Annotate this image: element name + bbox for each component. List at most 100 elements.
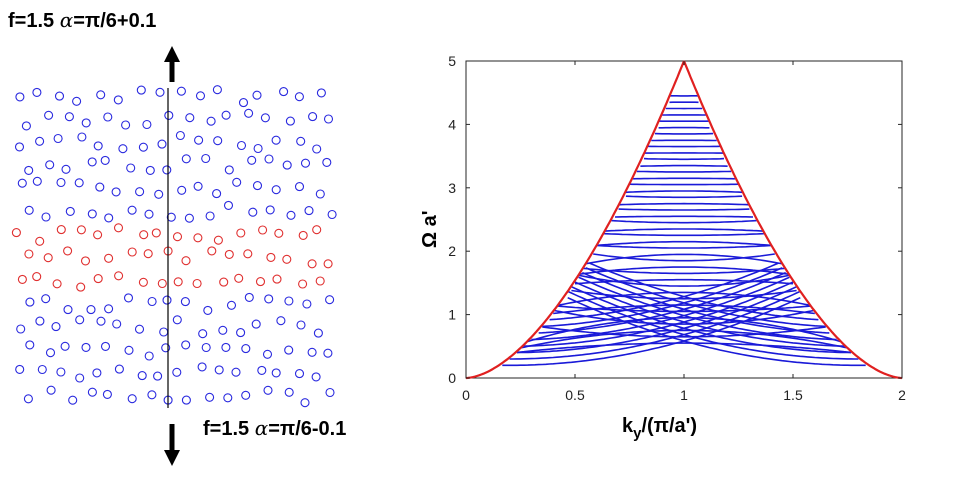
blue-site <box>206 116 216 126</box>
blue-site <box>24 165 34 175</box>
blue-site <box>185 113 195 123</box>
blue-site <box>248 207 258 217</box>
red-site <box>173 277 183 287</box>
blue-site <box>121 120 131 130</box>
blue-site <box>75 315 85 325</box>
blue-site <box>35 136 45 146</box>
blue-site <box>251 319 261 329</box>
band-line <box>571 289 797 300</box>
blue-site <box>25 297 35 307</box>
bottom-label-alpha: α <box>254 416 269 440</box>
blue-site <box>257 365 267 375</box>
blue-site <box>32 87 42 97</box>
blue-site <box>41 294 51 304</box>
bottom-label-prefix: f=1.5 <box>203 418 255 440</box>
band-line <box>604 228 764 232</box>
blue-site <box>87 157 97 167</box>
top-label-suffix: =π/6+0.1 <box>73 10 157 32</box>
blue-site <box>159 327 169 337</box>
blue-site <box>118 144 128 154</box>
band-line-low <box>581 271 830 334</box>
red-site <box>104 253 114 263</box>
blue-site <box>123 293 134 303</box>
blue-site <box>300 158 311 168</box>
blue-site <box>247 155 257 165</box>
blue-site <box>37 364 47 375</box>
blue-site <box>126 163 136 173</box>
y-tick-label: 3 <box>448 180 456 196</box>
blue-site <box>113 95 123 105</box>
red-site <box>143 249 153 259</box>
blue-site <box>212 189 222 199</box>
band-line <box>636 170 732 173</box>
band-line <box>520 329 848 349</box>
blue-site <box>296 136 306 146</box>
blue-site <box>77 132 87 142</box>
cone-right <box>682 60 903 380</box>
blue-site <box>276 316 286 326</box>
red-site <box>172 232 183 242</box>
band-line <box>596 240 772 247</box>
blue-site <box>241 390 251 400</box>
red-site <box>307 259 317 269</box>
red-site <box>24 249 34 259</box>
red-site <box>192 278 202 289</box>
blue-site <box>315 189 325 199</box>
blue-site <box>312 144 322 154</box>
band-line <box>542 326 826 338</box>
x-tick-label: 2 <box>898 387 906 403</box>
blue-site <box>223 393 233 403</box>
blue-site <box>63 305 73 315</box>
blue-site <box>285 116 295 126</box>
blue-site <box>142 119 152 130</box>
band-line-low <box>542 267 783 328</box>
blue-site <box>286 210 296 220</box>
blue-site <box>157 139 167 149</box>
band-line <box>553 304 815 315</box>
y-tick-label: 1 <box>448 307 456 323</box>
band-line-low <box>538 271 787 334</box>
lattice-panel <box>11 85 337 408</box>
blue-site <box>323 114 334 124</box>
band-line <box>618 208 750 211</box>
blue-site <box>166 212 176 222</box>
blue-site <box>244 292 254 302</box>
top-label-prefix: f=1.5 <box>8 10 60 32</box>
blue-site <box>172 315 182 325</box>
band-line <box>611 219 757 224</box>
blue-site <box>81 342 91 352</box>
blue-site <box>44 110 54 120</box>
blue-site <box>262 349 273 359</box>
blue-site <box>46 385 56 395</box>
blue-site <box>147 296 157 307</box>
blue-site <box>253 143 263 154</box>
blue-site <box>284 296 294 306</box>
blue-site <box>304 206 314 216</box>
blue-site <box>100 155 110 165</box>
blue-site <box>14 142 25 152</box>
blue-site <box>308 112 318 122</box>
band-line-low <box>531 276 790 341</box>
y-tick-label: 2 <box>448 243 456 259</box>
blue-site <box>311 372 321 382</box>
y-tick-label: 0 <box>448 370 456 386</box>
light-cone <box>465 60 903 380</box>
blue-site <box>221 110 231 120</box>
blue-site <box>271 368 281 378</box>
blue-site <box>271 135 281 145</box>
red-site <box>274 228 284 238</box>
red-site <box>207 246 217 256</box>
band-line <box>633 177 735 180</box>
y-tick-label: 5 <box>448 53 456 69</box>
x-tick-label: 0 <box>462 387 470 403</box>
blue-site <box>180 297 190 307</box>
axis-ticks: 0 0.5 1 1.5 2 0 1 2 3 4 5 <box>448 53 906 403</box>
blue-site <box>177 185 187 195</box>
blue-site <box>96 316 106 326</box>
blue-site <box>135 187 145 197</box>
blue-site <box>74 178 84 188</box>
band-line-low <box>589 262 819 321</box>
blue-site <box>155 87 165 97</box>
band-line <box>553 309 815 325</box>
